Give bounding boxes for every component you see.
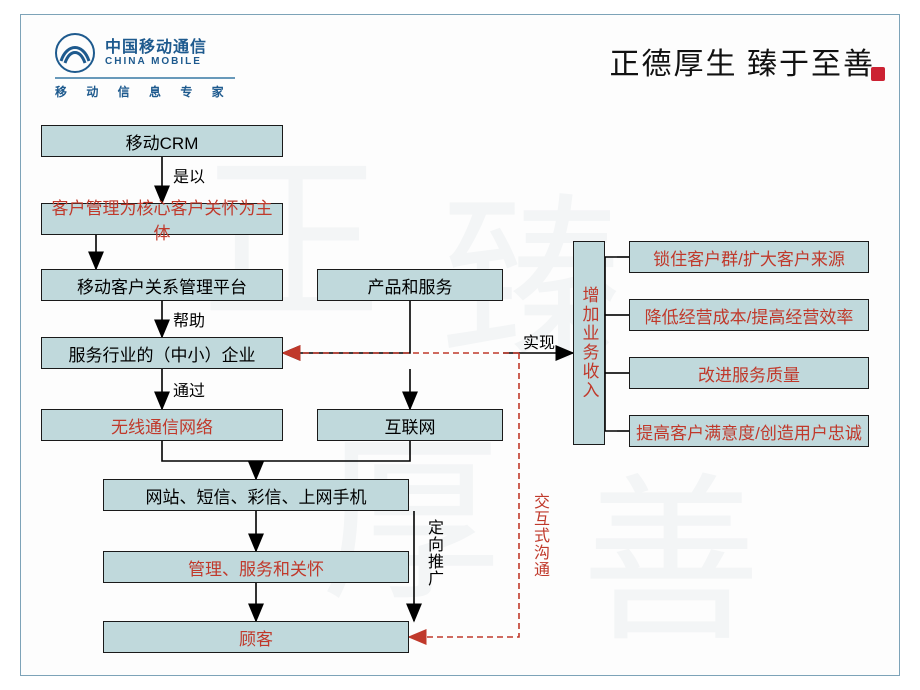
- logo-name-en: CHINA MOBILE: [105, 56, 207, 67]
- logo: 中国移动通信 CHINA MOBILE: [55, 33, 207, 73]
- diagram-canvas: 移动CRM 客户管理为核心客户关怀为主体移动客户关系管理平台服务行业的（中小）企业…: [21, 115, 901, 677]
- edge-21: [409, 353, 519, 637]
- label-l6: 交互式沟通: [527, 493, 551, 578]
- seal-icon: [871, 67, 885, 81]
- slide-frame: 正臻 厚善 中国移动通信 CHINA MOBILE 移 动 信 息 专 家 正德…: [20, 14, 900, 676]
- node-n8: 网站、短信、彩信、上网手机: [103, 479, 409, 511]
- logo-icon: [55, 33, 95, 73]
- node-n7: 互联网: [317, 409, 503, 441]
- logo-name-cn: 中国移动通信: [105, 39, 207, 57]
- label-l3: 通过: [173, 377, 205, 401]
- edge-8: [256, 441, 410, 461]
- node-n6: 产品和服务: [317, 269, 503, 301]
- label-l2: 帮助: [173, 307, 205, 331]
- node-r2: 降低经营成本/提高经营效率: [629, 299, 869, 331]
- node-n4: 服务行业的（中小）企业: [41, 337, 283, 369]
- edge-14: [605, 257, 617, 431]
- header: 中国移动通信 CHINA MOBILE 移 动 信 息 专 家 正德厚生 臻于至…: [21, 15, 899, 93]
- slogan: 正德厚生 臻于至善: [610, 39, 876, 83]
- node-n1: 移动CRM: [41, 125, 283, 157]
- edge-7: [162, 441, 256, 461]
- node-r3: 改进服务质量: [629, 357, 869, 389]
- node-n5: 无线通信网络: [41, 409, 283, 441]
- node-n2: 客户管理为核心客户关怀为主体: [41, 203, 283, 235]
- node-n10: 顾客: [103, 621, 409, 653]
- node-n9: 管理、服务和关怀: [103, 551, 409, 583]
- label-l1: 是以: [173, 163, 205, 187]
- node-r4: 提高客户满意度/创造用户忠诚: [629, 415, 869, 447]
- logo-tagline: 移 动 信 息 专 家: [55, 77, 235, 100]
- label-l4: 实现: [523, 329, 555, 353]
- node-nV: 增加业务收入: [573, 241, 605, 445]
- node-n3: 移动客户关系管理平台: [41, 269, 283, 301]
- edge-5: [317, 301, 410, 353]
- node-r1: 锁住客户群/扩大客户来源: [629, 241, 869, 273]
- label-l5: 定向推广: [421, 519, 445, 587]
